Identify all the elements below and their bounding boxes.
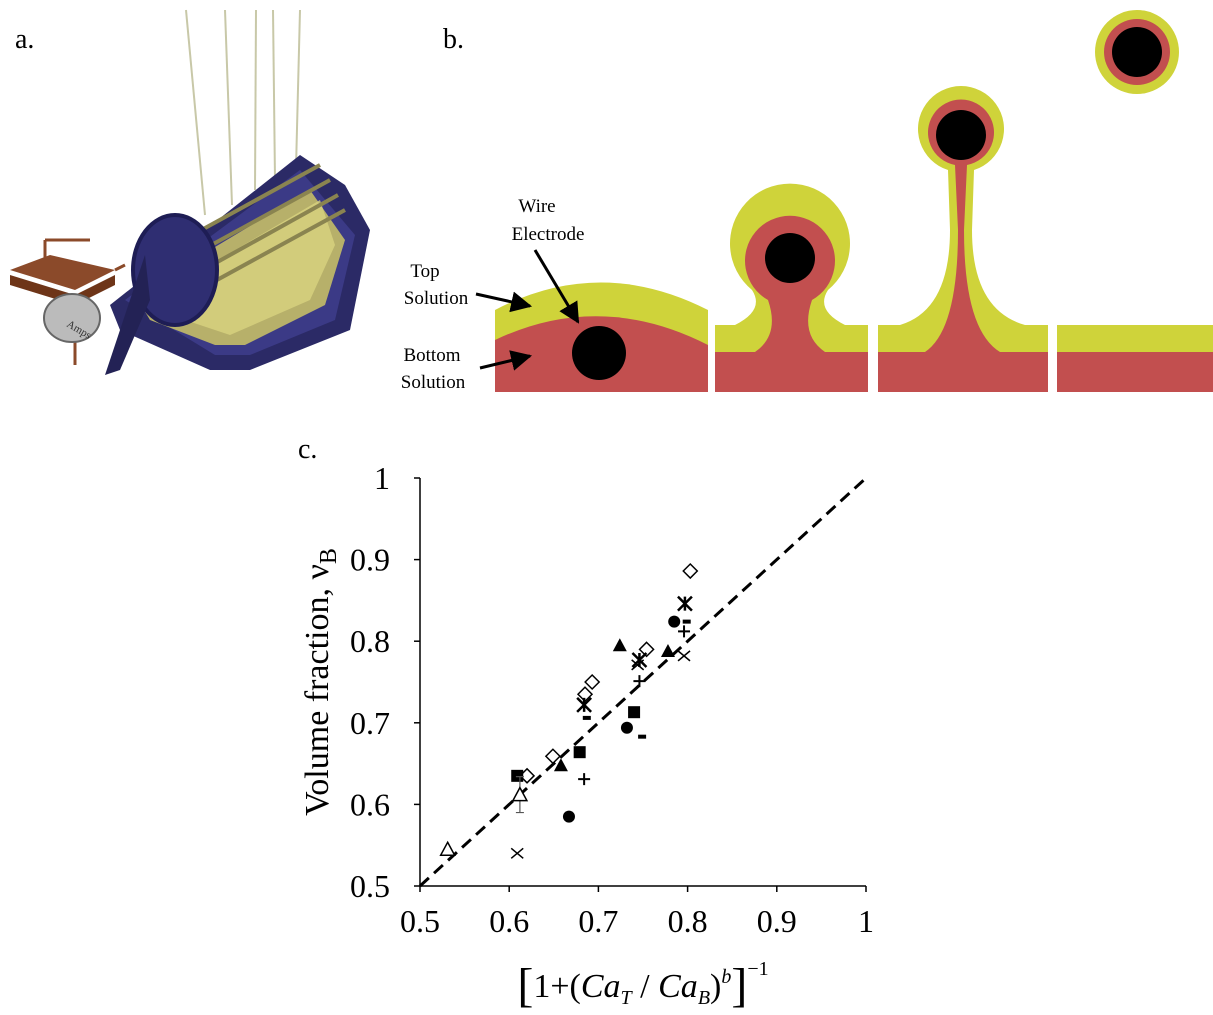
y-tick-label: 1 [374, 460, 390, 496]
x-tick-label: 0.5 [400, 903, 440, 939]
wire-label: Electrode [512, 224, 585, 245]
y-tick-label: 0.9 [350, 542, 390, 578]
bottom-label: Solution [401, 372, 466, 393]
data-point [631, 652, 648, 668]
data-point [511, 786, 529, 802]
data-point [628, 706, 641, 719]
fit-line [418, 476, 868, 888]
y-label-text: Volume fraction, ν [299, 564, 336, 816]
data-point [562, 810, 575, 823]
x-label-part: Ca [658, 968, 698, 1005]
y-tick-label: 0.8 [350, 623, 390, 659]
data-point [677, 650, 691, 662]
data-point [573, 746, 586, 759]
scatter-chart: Volume fraction, νB [1+(CaT / CaB)b]−1 0… [299, 460, 874, 1012]
apparatus: Amps [10, 9, 370, 375]
x-label-part: ) [710, 968, 721, 1005]
data-point [620, 721, 633, 734]
panel-label: a. [15, 24, 34, 55]
y-tick-label: 0.6 [350, 786, 390, 822]
x-label-part: B [698, 987, 710, 1009]
y-tick-label: 0.7 [350, 705, 390, 741]
y-label-sub: B [316, 548, 342, 564]
x-label-part: T [621, 987, 634, 1009]
data-point [660, 643, 675, 657]
x-label-part: b [721, 966, 731, 988]
data-point [544, 748, 561, 765]
top-label: Top [410, 261, 439, 282]
data-point [638, 734, 647, 739]
data-point [682, 619, 691, 624]
x-label-part: 1+( [533, 968, 581, 1005]
x-tick-label: 0.8 [668, 903, 708, 939]
data-point [678, 625, 691, 638]
panel-label: b. [443, 24, 464, 55]
y-axis-label: Volume fraction, νB [299, 548, 342, 816]
x-tick-label: 0.7 [578, 903, 618, 939]
x-label-part: −1 [747, 958, 768, 980]
data-point [439, 840, 456, 857]
data-point [631, 659, 645, 671]
data-point [612, 638, 627, 652]
data-point [553, 758, 568, 772]
data-point [578, 773, 591, 786]
x-label-part: [ [517, 959, 533, 1010]
x-label-part: ] [731, 959, 747, 1010]
data-point [633, 675, 646, 688]
bottom-label: Bottom [403, 345, 460, 366]
x-tick-label: 0.9 [757, 903, 797, 939]
x-tick-label: 0.6 [489, 903, 529, 939]
data-point [682, 562, 699, 580]
x-axis-label: [1+(CaT / CaB)b]−1 [517, 958, 768, 1010]
x-label-part: / [632, 968, 658, 1005]
data-point [582, 715, 591, 720]
data-point [584, 673, 601, 691]
top-label: Solution [404, 288, 469, 309]
data-point [576, 696, 593, 713]
wire-label: Wire [518, 196, 555, 217]
data-point [511, 769, 524, 782]
drop-diagram: Wire Electrode Top Solution Bottom Solut… [401, 10, 1213, 393]
x-label-part: Ca [581, 968, 621, 1005]
data-point [638, 641, 655, 658]
data-point [510, 847, 524, 859]
data-point [668, 615, 681, 628]
panel-label: c. [298, 434, 317, 465]
data-point [677, 595, 693, 612]
x-tick-label: 1 [858, 903, 874, 939]
y-tick-label: 0.5 [350, 868, 390, 904]
